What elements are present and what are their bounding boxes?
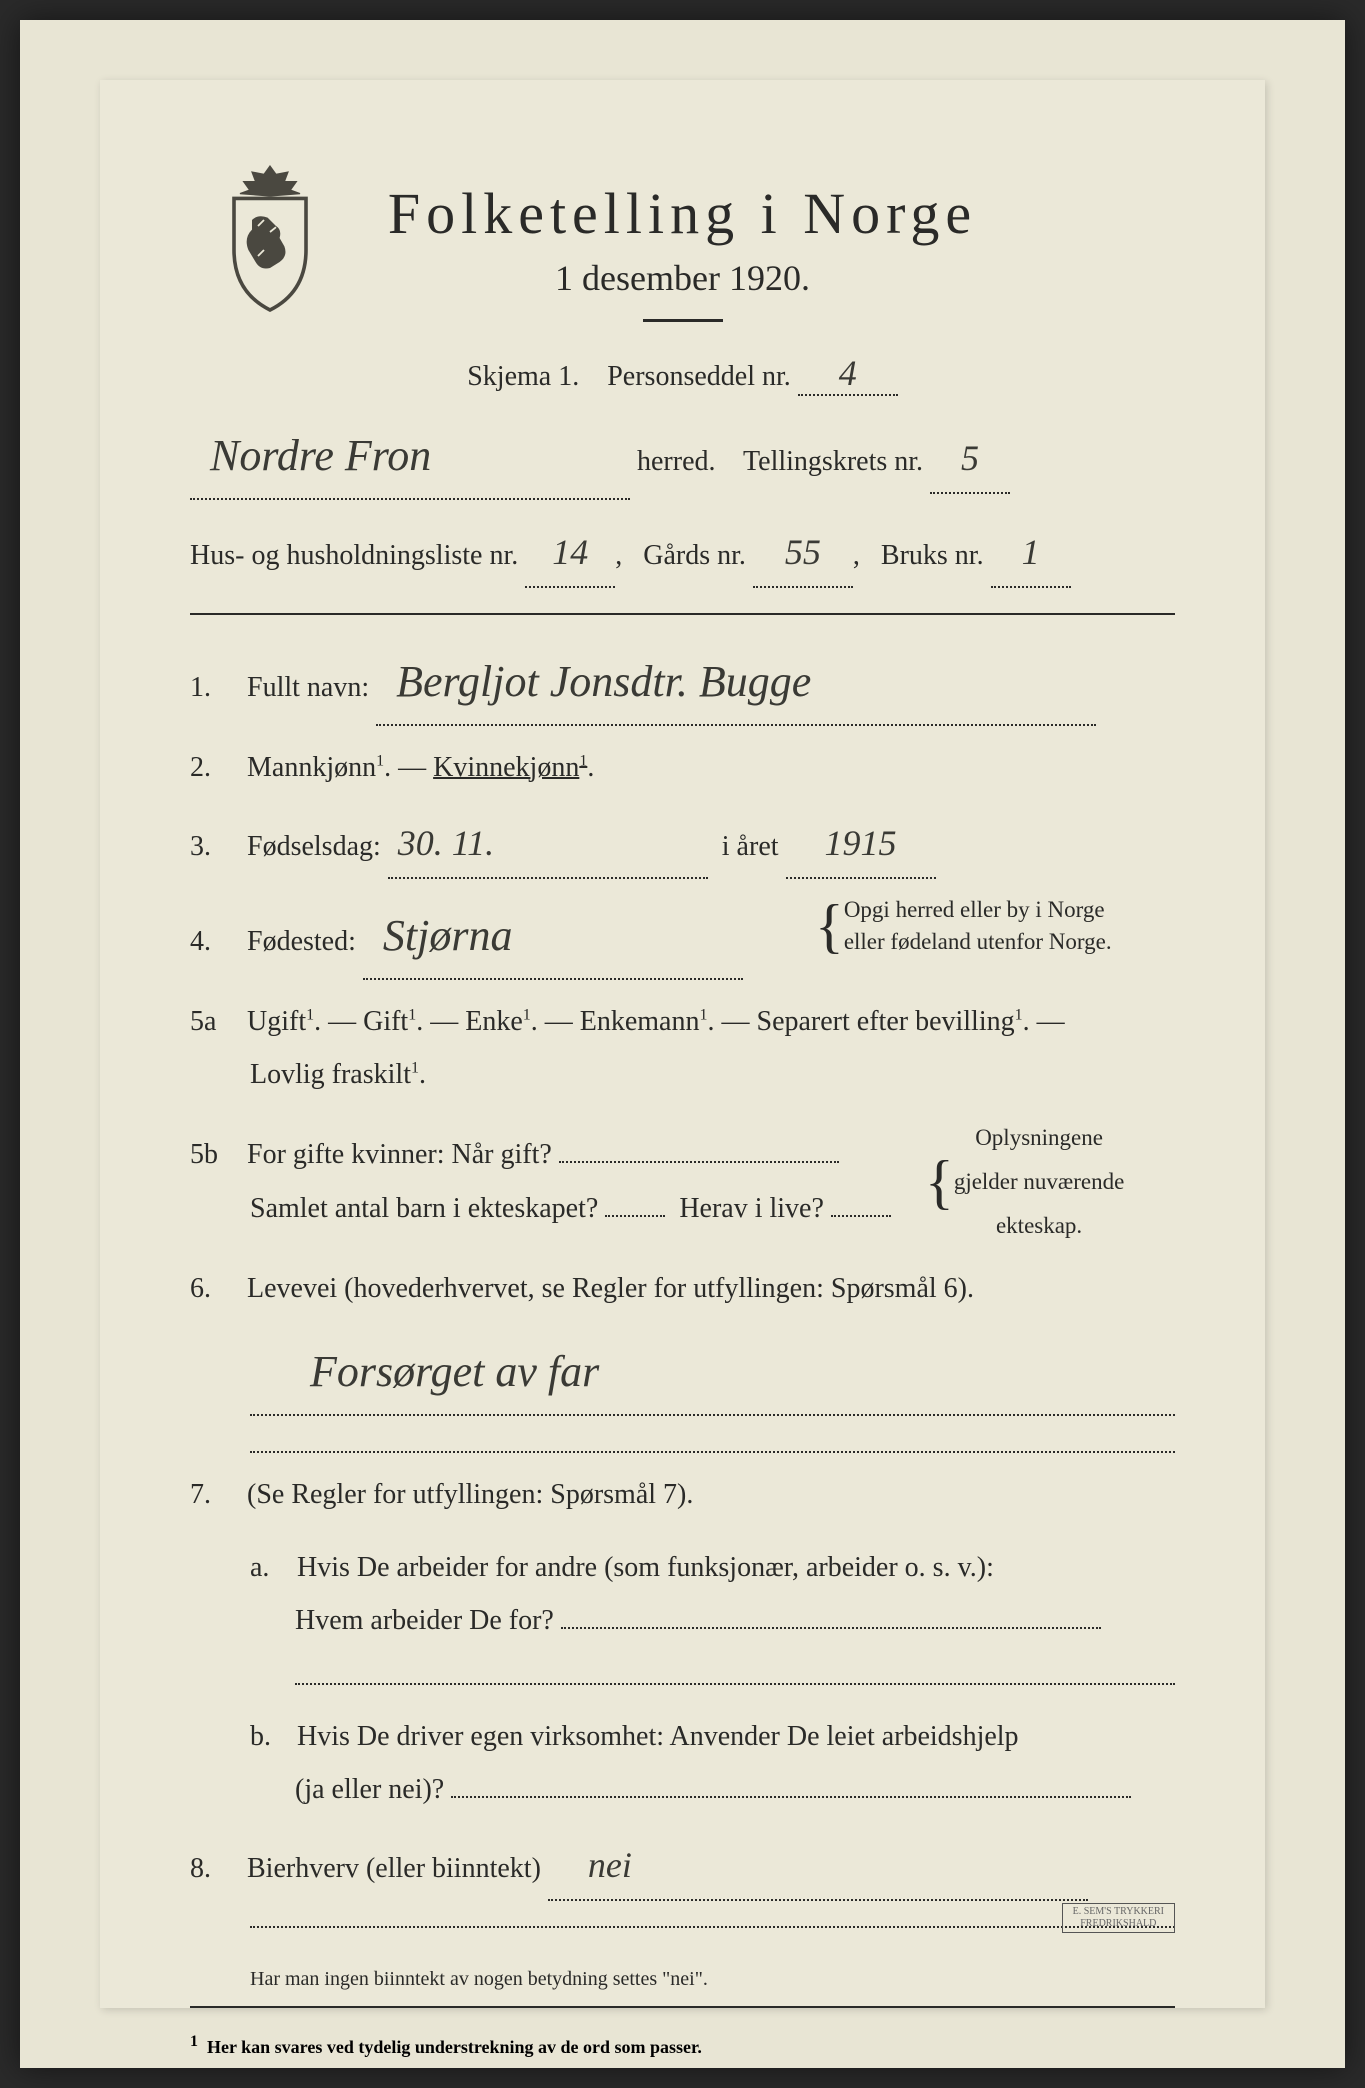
q3-daymonth: 30. 11. — [398, 809, 494, 877]
q7b-num: b. — [250, 1710, 290, 1763]
q8-value: nei — [588, 1831, 632, 1899]
footer-note2: 1 Her kan svares ved tydelig understrekn… — [190, 2033, 1175, 2058]
q5a-opt6: Lovlig fraskilt — [250, 1059, 411, 1090]
q7-row: 7. (Se Regler for utfyllingen: Spørsmål … — [190, 1468, 1175, 1816]
q5b-num: 5b — [190, 1128, 240, 1181]
q2-row: 2. Mannkjønn1. — Kvinnekjønn1. — [190, 741, 1175, 794]
herred-label: herred. — [637, 446, 716, 477]
q4-num: 4. — [190, 915, 240, 968]
q3-year-label: i året — [722, 831, 779, 862]
title-divider — [643, 319, 723, 322]
q7a-label2: Hvem arbeider De for? — [295, 1605, 554, 1636]
husliste-value: 14 — [552, 518, 588, 586]
q7-num: 7. — [190, 1468, 240, 1521]
q5b-note: { Oplysningene gjelder nuværende ekteska… — [925, 1116, 1175, 1247]
q5a-opt4: Enkemann — [580, 1006, 700, 1037]
q5a-num: 5a — [190, 995, 240, 1048]
q2-num: 2. — [190, 741, 240, 794]
skjema-label: Skjema 1. — [467, 361, 579, 392]
q3-label: Fødselsdag: — [247, 831, 381, 862]
q5a-opt2: Gift — [363, 1006, 408, 1037]
q6-label: Levevei (hovederhvervet, se Regler for u… — [247, 1273, 974, 1304]
q3-num: 3. — [190, 820, 240, 873]
herred-name: Nordre Fron — [210, 414, 431, 498]
husliste-label: Hus- og husholdningsliste nr. — [190, 540, 518, 571]
q7b-label2: (ja eller nei)? — [295, 1774, 444, 1805]
q5a-opt5: Separert efter bevilling — [757, 1006, 1015, 1037]
q6-row: 6. Levevei (hovederhvervet, se Regler fo… — [190, 1262, 1175, 1453]
herred-line: Nordre Fron herred. Tellingskrets nr. 5 — [190, 414, 1175, 500]
tellingskrets-label: Tellingskrets nr. — [743, 446, 923, 477]
q8-label: Bierhverv (eller biinntekt) — [247, 1853, 541, 1884]
q1-row: 1. Fullt navn: Bergljot Jonsdtr. Bugge — [190, 640, 1175, 726]
footer-note1: Har man ingen biinntekt av nogen betydni… — [250, 1968, 1175, 1991]
crest-svg — [210, 160, 330, 316]
form-title: Folketelling i Norge — [190, 180, 1175, 247]
form-date: 1 desember 1920. — [190, 257, 1175, 299]
bruks-value: 1 — [1022, 518, 1040, 586]
q2-female: Kvinnekjønn — [433, 752, 579, 783]
q4-note: { Opgi herred eller by i Norge eller fød… — [815, 894, 1175, 958]
printer-stamp: E. SEM'S TRYKKERI FREDRIKSHALD — [1062, 1903, 1175, 1933]
bruks-label: Bruks nr. — [881, 540, 984, 571]
section-divider — [190, 613, 1175, 615]
personseddel-value: 4 — [839, 352, 857, 394]
q5b-label2: Samlet antal barn i ekteskapet? — [250, 1193, 598, 1224]
tellingskrets-value: 5 — [961, 424, 979, 492]
q2-male: Mannkjønn — [247, 752, 376, 783]
q5a-opt3: Enke — [465, 1006, 523, 1037]
q5b-label1: For gifte kvinner: Når gift? — [247, 1139, 552, 1170]
q6-value: Forsørget av far — [310, 1330, 599, 1414]
q8-row: 8. Bierhverv (eller biinntekt) nei — [190, 1831, 1175, 1901]
q7-label: (Se Regler for utfyllingen: Spørsmål 7). — [247, 1479, 693, 1510]
q3-year: 1915 — [825, 809, 897, 877]
footer-divider — [190, 2006, 1175, 2008]
coat-of-arms-icon — [210, 160, 330, 320]
gards-value: 55 — [785, 518, 821, 586]
q4-row: 4. Fødested: Stjørna { Opgi herred eller… — [190, 894, 1175, 980]
q8-num: 8. — [190, 1842, 240, 1895]
schema-line: Skjema 1. Personseddel nr. 4 — [190, 352, 1175, 396]
q3-row: 3. Fødselsdag: 30. 11. i året 1915 — [190, 809, 1175, 879]
q1-label: Fullt navn: — [247, 672, 369, 703]
household-line: Hus- og husholdningsliste nr. 14, Gårds … — [190, 518, 1175, 588]
personseddel-label: Personseddel nr. — [607, 361, 791, 392]
q7b-label1: Hvis De driver egen virksomhet: Anvender… — [297, 1721, 1019, 1752]
q6-num: 6. — [190, 1262, 240, 1315]
q5b-row: 5b For gifte kvinner: Når gift? Samlet a… — [190, 1116, 1175, 1247]
q5a-opt1: Ugift — [247, 1006, 306, 1037]
q4-label: Fødested: — [247, 926, 356, 957]
document-frame: Folketelling i Norge 1 desember 1920. Sk… — [20, 20, 1345, 2068]
gards-label: Gårds nr. — [643, 540, 746, 571]
q7a-label1: Hvis De arbeider for andre (som funksjon… — [297, 1552, 994, 1583]
q4-value: Stjørna — [383, 894, 513, 978]
q5b-label3: Herav i live? — [679, 1193, 824, 1224]
q5a-row: 5a Ugift1. — Gift1. — Enke1. — Enkemann1… — [190, 995, 1175, 1101]
q1-value: Bergljot Jonsdtr. Bugge — [396, 640, 811, 724]
form-header: Folketelling i Norge 1 desember 1920. — [190, 180, 1175, 322]
q1-num: 1. — [190, 661, 240, 714]
q7a-num: a. — [250, 1541, 290, 1594]
census-form: Folketelling i Norge 1 desember 1920. Sk… — [100, 80, 1265, 2008]
